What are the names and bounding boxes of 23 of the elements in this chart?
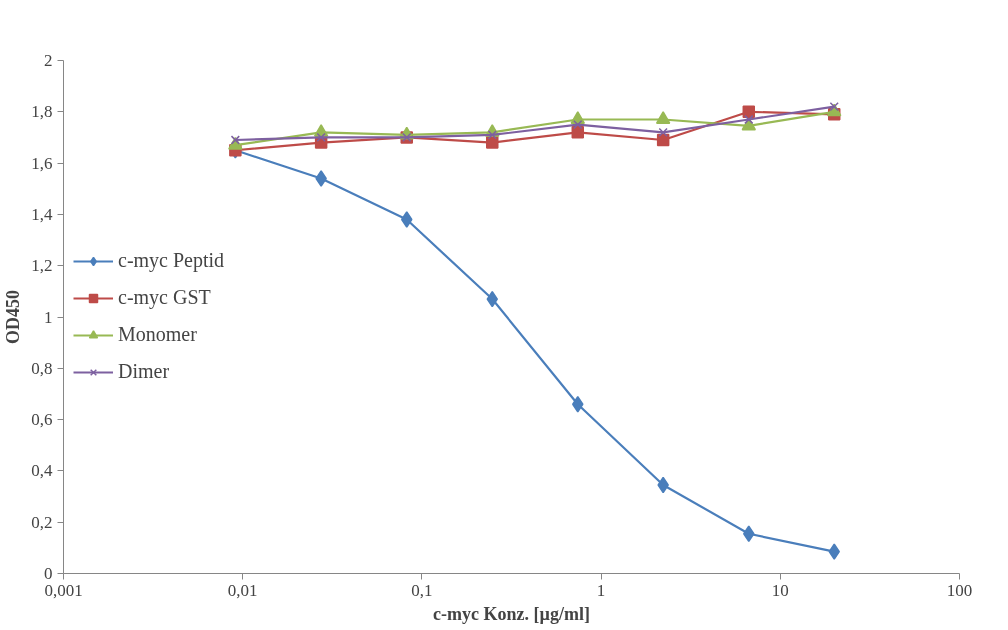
x-tick-label: 100 (946, 580, 973, 600)
legend-label: c-myc Peptid (118, 249, 225, 272)
y-axis-title: OD450 (3, 290, 24, 344)
x-tick-label: 10 (771, 580, 789, 600)
y-tick-label: 1,6 (31, 153, 53, 173)
y-tick-label: 2 (44, 51, 53, 70)
y-tick-label: 0,2 (31, 512, 53, 532)
x-axis-title: c-myc Konz. [µg/ml] (433, 603, 590, 624)
legend-label: c-myc GST (118, 286, 211, 309)
x-tick-label: 0,1 (411, 580, 433, 600)
y-tick-label: 1,2 (31, 256, 53, 276)
legend-label: Monomer (118, 323, 197, 346)
y-tick-label: 1 (44, 307, 53, 327)
y-tick-label: 0,8 (31, 358, 53, 378)
legend-label: Dimer (118, 360, 170, 383)
x-tick-label: 0,01 (227, 580, 258, 600)
y-tick-label: 1,8 (31, 102, 53, 122)
y-tick-label: 0,4 (31, 461, 53, 481)
y-tick-label: 0 (44, 564, 53, 583)
x-tick-label: 1 (596, 580, 606, 600)
x-tick-label: 0,001 (44, 580, 83, 600)
y-tick-label: 0,6 (31, 410, 53, 430)
y-tick-label: 1,4 (31, 204, 53, 224)
